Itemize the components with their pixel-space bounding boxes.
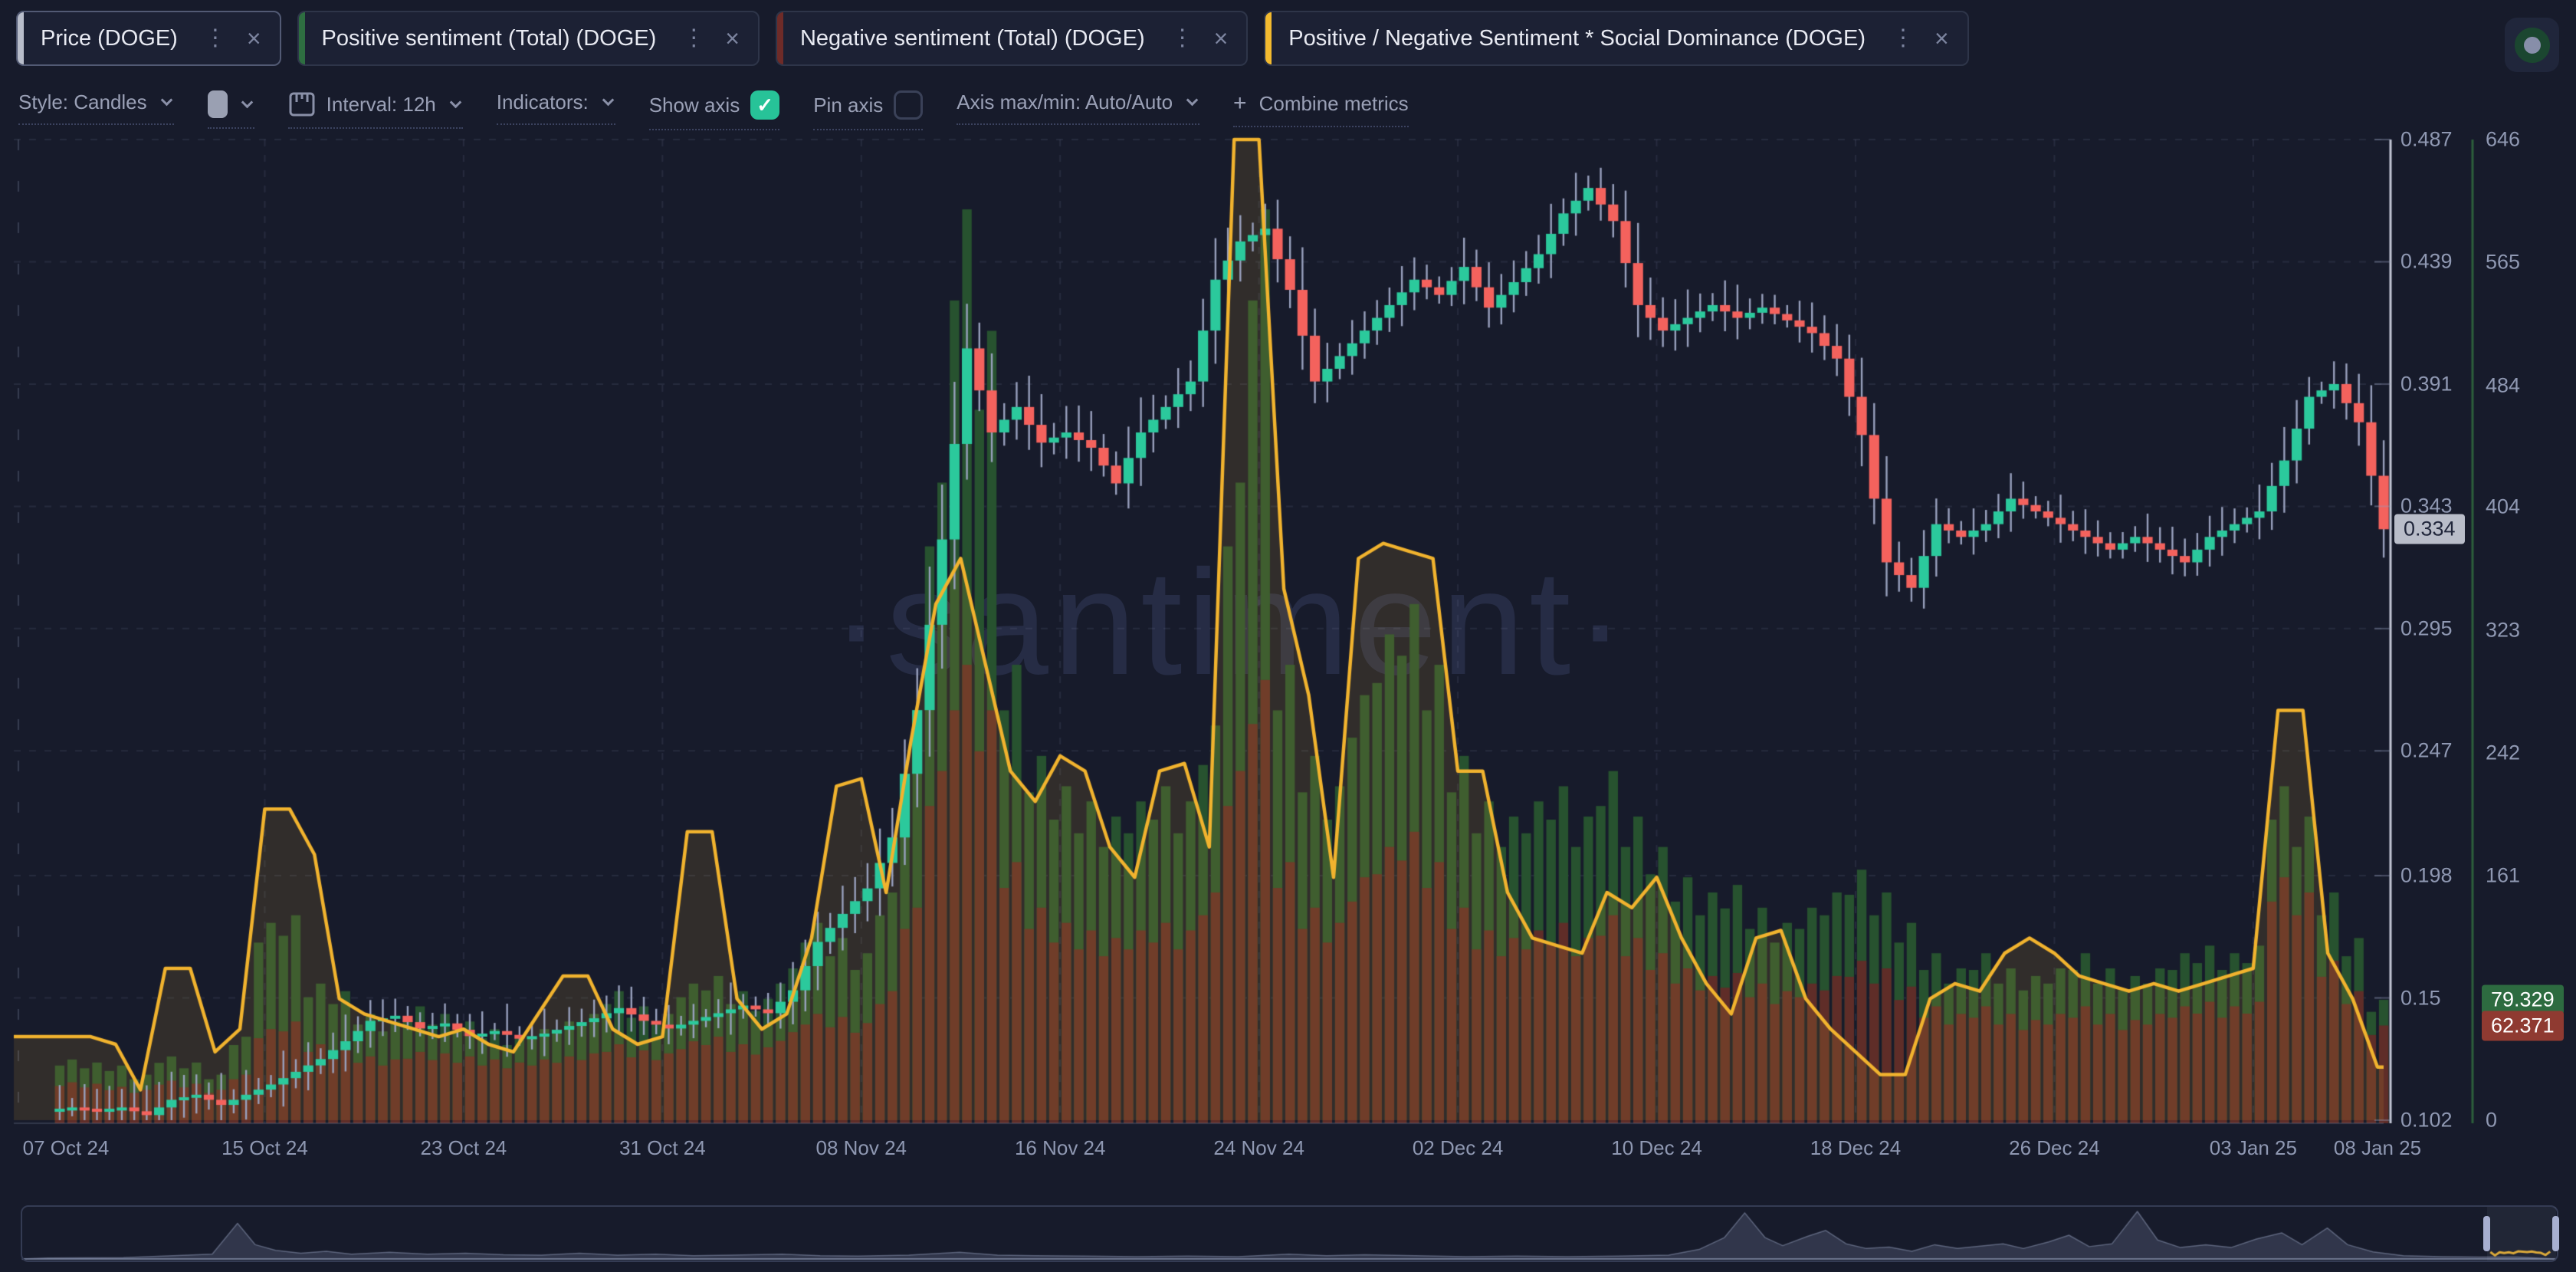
- axis-maxmin-label: Axis max/min: Auto/Auto: [957, 90, 1173, 113]
- chevron-down-icon: [1186, 94, 1199, 107]
- tab-negative-sentiment[interactable]: Negative sentiment (Total) (DOGE) ⋮ ×: [775, 11, 1249, 66]
- tab-label: Positive / Negative Sentiment * Social D…: [1288, 25, 1866, 51]
- pin-axis-label: Pin axis: [813, 93, 884, 117]
- interval-chart-icon: [289, 92, 315, 117]
- tab-label: Positive sentiment (Total) (DOGE): [321, 25, 657, 51]
- color-swatch-dropdown[interactable]: [207, 90, 254, 129]
- navigator-selection[interactable]: [2487, 1207, 2556, 1260]
- tab-pos-neg-social-dominance[interactable]: Positive / Negative Sentiment * Social D…: [1264, 11, 1969, 66]
- axis-maxmin-dropdown[interactable]: Axis max/min: Auto/Auto: [957, 90, 1200, 125]
- tab-accent-bar: [18, 12, 24, 64]
- show-axis-checkbox[interactable]: ✓: [750, 90, 780, 120]
- kebab-menu-icon[interactable]: ⋮: [203, 25, 227, 51]
- chevron-down-icon: [602, 94, 614, 107]
- color-swatch-icon: [207, 90, 228, 118]
- interval-dropdown[interactable]: Interval: 12h: [287, 90, 463, 129]
- chevron-down-icon: [160, 94, 172, 107]
- tab-accent-bar: [776, 12, 783, 64]
- chevron-down-icon: [449, 96, 462, 108]
- pin-axis-toggle[interactable]: Pin axis: [813, 90, 924, 130]
- metric-tabs-row: Price (DOGE) ⋮ × Positive sentiment (Tot…: [16, 11, 1969, 66]
- style-dropdown[interactable]: Style: Candles: [18, 90, 174, 125]
- close-icon[interactable]: ×: [725, 25, 740, 52]
- combine-metrics-label: Combine metrics: [1258, 91, 1409, 115]
- timeline-navigator[interactable]: [21, 1205, 2558, 1262]
- combine-metrics-button[interactable]: + Combine metrics: [1233, 90, 1409, 127]
- chart-toolbar: Style: Candles Interval: 12h Indicators:…: [18, 90, 1409, 130]
- close-icon[interactable]: ×: [1934, 25, 1949, 52]
- tab-label: Price (DOGE): [41, 25, 178, 51]
- target-donut-icon: [2514, 27, 2550, 63]
- style-label: Style: Candles: [18, 90, 147, 113]
- kebab-menu-icon[interactable]: ⋮: [1170, 25, 1194, 51]
- tab-accent-bar: [298, 12, 305, 64]
- kebab-menu-icon[interactable]: ⋮: [1892, 25, 1915, 51]
- indicators-dropdown[interactable]: Indicators:: [496, 90, 615, 125]
- interval-label: Interval: 12h: [326, 92, 436, 116]
- show-axis-label: Show axis: [648, 93, 740, 117]
- navigator-handle-left[interactable]: [2483, 1216, 2491, 1251]
- tab-positive-sentiment[interactable]: Positive sentiment (Total) (DOGE) ⋮ ×: [297, 11, 760, 66]
- indicators-label: Indicators:: [496, 90, 589, 113]
- chevron-down-icon: [241, 96, 253, 108]
- kebab-menu-icon[interactable]: ⋮: [682, 25, 706, 51]
- plus-icon: +: [1233, 90, 1247, 116]
- tab-label: Negative sentiment (Total) (DOGE): [799, 25, 1145, 51]
- explorer-target-button[interactable]: [2505, 18, 2559, 72]
- pin-axis-checkbox[interactable]: [894, 90, 924, 120]
- close-icon[interactable]: ×: [1213, 25, 1229, 52]
- tab-accent-bar: [1265, 12, 1272, 64]
- navigator-handle-right[interactable]: [2551, 1216, 2559, 1251]
- tab-price-doge[interactable]: Price (DOGE) ⋮ ×: [16, 11, 281, 66]
- show-axis-toggle[interactable]: Show axis ✓: [648, 90, 780, 130]
- close-icon[interactable]: ×: [246, 25, 261, 52]
